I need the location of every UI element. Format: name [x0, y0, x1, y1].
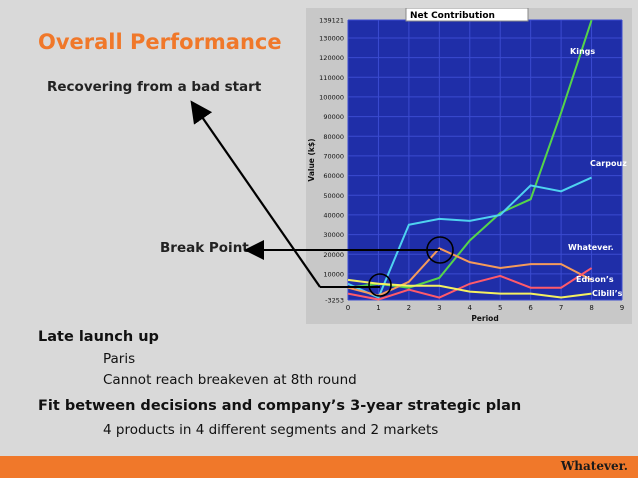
y-tick-label: -3253	[325, 297, 344, 305]
footer-brand-logo: Whatever.	[560, 459, 628, 473]
x-tick-label: 3	[437, 304, 441, 312]
y-tick-label: 139121	[319, 17, 344, 25]
y-tick-label: 100000	[319, 93, 344, 101]
section-item-paris: Paris	[103, 351, 136, 367]
section-heading-fit: Fit between decisions and company’s 3-ye…	[38, 398, 522, 414]
plot-area	[348, 20, 622, 300]
x-tick-label: 9	[620, 304, 624, 312]
series-label: Edison’s	[576, 275, 614, 284]
footer-bar	[0, 456, 638, 478]
section-item-breakeven: Cannot reach breakeven at 8th round	[103, 372, 357, 388]
y-tick-label: 130000	[319, 34, 344, 42]
y-tick-label: 40000	[323, 211, 344, 219]
chart-svg: Net Contribution -3253 10000 20000 30000 4000…	[306, 7, 632, 324]
section-heading-launch: Late launch up	[38, 329, 159, 345]
y-tick-label: 50000	[323, 192, 344, 200]
series-label: Carpouz	[590, 159, 627, 168]
series-label: Kings	[570, 47, 595, 56]
y-axis-label: Value (k$)	[307, 138, 316, 181]
x-tick-label: 1	[376, 304, 380, 312]
x-tick-label: 8	[589, 304, 593, 312]
arrow-to-subtitle	[190, 100, 321, 288]
x-tick-label: 5	[498, 304, 502, 312]
break-point-label: Break Point	[160, 240, 249, 256]
x-tick-label: 6	[528, 304, 533, 312]
x-tick-label: 0	[346, 304, 350, 312]
slide-title: Overall Performance	[38, 30, 282, 54]
slide-subtitle: Recovering from a bad start	[47, 79, 262, 95]
x-axis-label: Period	[471, 314, 498, 323]
y-tick-label: 110000	[319, 74, 344, 82]
series-label: Whatever.	[568, 243, 614, 252]
chart-title-box	[405, 7, 529, 22]
x-tick-label: 2	[407, 304, 411, 312]
y-tick-label: 20000	[323, 251, 344, 259]
y-tick-label: 10000	[323, 270, 344, 278]
y-tick-label: 70000	[323, 152, 344, 160]
y-tick-label: 90000	[323, 113, 344, 121]
chart-title: Net Contribution	[410, 11, 495, 21]
x-tick-label: 7	[559, 304, 563, 312]
y-tick-label: 30000	[323, 231, 344, 239]
x-tick-label: 4	[468, 304, 473, 312]
y-tick-label: 60000	[323, 172, 344, 180]
net-contribution-chart: Net Contribution -3253 10000 20000 30000 4000…	[306, 7, 632, 324]
series-label: Cibili’s	[592, 289, 623, 298]
y-tick-label: 120000	[319, 54, 344, 62]
y-tick-label: 80000	[323, 133, 344, 141]
section-item-products: 4 products in 4 different segments and 2…	[103, 422, 439, 438]
